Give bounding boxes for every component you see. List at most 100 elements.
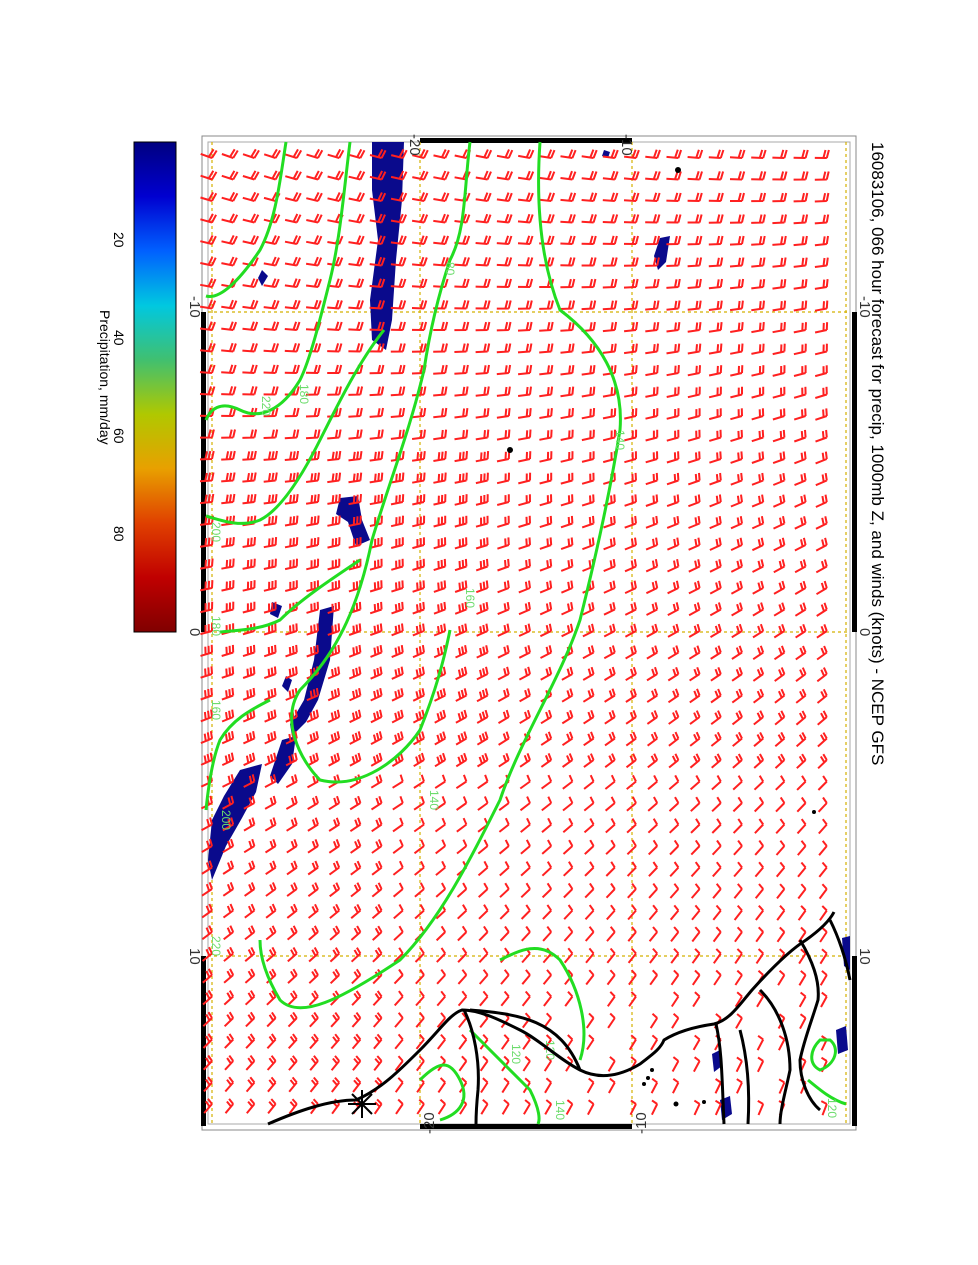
wind-barb [221, 731, 235, 745]
wind-barb [243, 795, 256, 810]
contour-line [468, 1028, 541, 1125]
wind-barb [263, 666, 277, 680]
wind-barb [757, 1100, 765, 1116]
colorbar-tick-label: 80 [111, 526, 127, 542]
wind-barb [454, 386, 469, 397]
wind-barb [436, 947, 447, 963]
wind-barb [327, 321, 343, 331]
wind-barb [793, 235, 808, 247]
wind-barb [412, 558, 425, 571]
wind-barb [581, 278, 597, 289]
wind-barb [390, 300, 407, 310]
wind-barb [285, 644, 298, 658]
wind-barb [752, 580, 765, 595]
wind-barb [286, 925, 298, 941]
wind-barb [222, 774, 235, 788]
wind-barb [542, 969, 552, 985]
contour-label: 180 [297, 384, 311, 404]
wind-barb [752, 623, 765, 639]
wind-barb [476, 645, 489, 659]
wind-barb [560, 149, 577, 159]
wind-barb [223, 925, 235, 941]
wind-barb [284, 299, 301, 310]
wind-barb [666, 192, 682, 202]
wind-barb [412, 515, 426, 528]
wind-barb [521, 990, 531, 1007]
wind-barb [581, 192, 598, 202]
wind-barb [349, 752, 362, 767]
wind-barb [730, 429, 743, 443]
wind-barb [586, 1077, 595, 1094]
wind-barb [539, 343, 554, 354]
wind-barb [200, 687, 213, 701]
wind-barb [433, 364, 448, 375]
wind-barb [371, 860, 383, 876]
wind-barb [392, 817, 404, 833]
wind-barb [624, 537, 637, 551]
wind-barb [328, 817, 341, 832]
contour-label: 220 [209, 936, 223, 956]
wind-barb [200, 191, 218, 202]
wind-barb [517, 213, 534, 224]
wind-barb [560, 192, 577, 202]
wind-barb [200, 148, 218, 159]
wind-barb [649, 969, 659, 986]
wind-barb [560, 386, 575, 398]
wind-barb [348, 407, 363, 418]
wind-barb [285, 148, 303, 159]
wind-barb [456, 796, 468, 811]
wind-barb [690, 883, 701, 899]
wind-barb [499, 882, 510, 898]
wind-barb [477, 774, 489, 790]
wind-barb [393, 990, 404, 1007]
axis-bar-right-2 [852, 956, 857, 1126]
wind-barb [818, 818, 828, 835]
wind-barb [772, 149, 788, 159]
contour-line [204, 698, 271, 811]
wind-barb [477, 860, 489, 877]
wind-barb [306, 170, 323, 181]
wind-barb [627, 904, 637, 921]
contour-label: 220 [259, 396, 273, 416]
wind-barb [475, 429, 490, 441]
wind-barb [328, 731, 341, 745]
wind-barb [666, 149, 683, 159]
wind-barb [794, 537, 807, 552]
wind-barb [517, 192, 534, 202]
wind-barb [390, 256, 407, 267]
wind-barb [687, 278, 702, 289]
wind-barb [284, 493, 299, 505]
wind-barb [772, 214, 787, 225]
wind-barb [517, 364, 533, 376]
wind-barb [606, 904, 616, 921]
wind-barb [263, 299, 280, 310]
wind-barb [329, 882, 341, 898]
wind-barb [390, 386, 406, 397]
wind-barb [814, 235, 829, 247]
wind-barb [287, 1033, 298, 1049]
contour-line [807, 1078, 847, 1106]
wind-barb [543, 990, 552, 1007]
wind-barb [221, 493, 236, 505]
wind-barb [729, 235, 745, 246]
wind-barb [498, 731, 510, 746]
wind-barb [267, 1076, 277, 1093]
wind-barb [327, 450, 342, 462]
wind-barb [498, 752, 510, 768]
wind-barb [480, 1099, 489, 1115]
wind-barb [245, 1055, 256, 1071]
wind-barb [370, 644, 383, 658]
wind-barb [284, 256, 302, 267]
contour-label: 140 [613, 430, 627, 450]
wind-barb [288, 1076, 298, 1093]
wind-barb [583, 709, 595, 725]
wind-barb [391, 644, 404, 659]
wind-barb [646, 602, 659, 616]
wind-barb [285, 731, 298, 745]
wind-barb [348, 666, 362, 680]
wind-barb [242, 299, 259, 310]
wind-barb [730, 365, 744, 377]
wind-barb [689, 775, 701, 791]
contour-line [258, 141, 622, 1010]
wind-barb [519, 709, 531, 725]
